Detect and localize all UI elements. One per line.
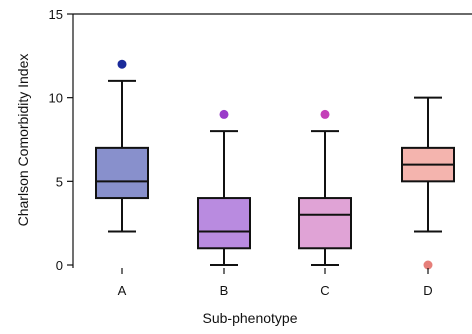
y-tick-label: 15: [49, 7, 63, 22]
x-tick-label: B: [220, 283, 229, 298]
y-tick-label: 10: [49, 91, 63, 106]
outlier-point: [423, 260, 433, 270]
y-axis-title: Charlson Comorbidity Index: [15, 54, 31, 227]
y-tick-label: 0: [56, 258, 63, 273]
outlier-point: [320, 109, 330, 119]
x-tick-label: D: [423, 283, 432, 298]
x-tick-label: C: [320, 283, 329, 298]
box-B: [197, 197, 251, 250]
x-tick-label: A: [118, 283, 127, 298]
outlier-point: [219, 109, 229, 119]
y-tick-label: 5: [56, 174, 63, 189]
x-axis-title: Sub-phenotype: [203, 310, 298, 326]
box-A: [95, 146, 149, 200]
box-C: [298, 197, 352, 250]
plot-area: 0 5 10 15 A B C D: [49, 7, 472, 298]
outlier-point: [117, 59, 127, 69]
